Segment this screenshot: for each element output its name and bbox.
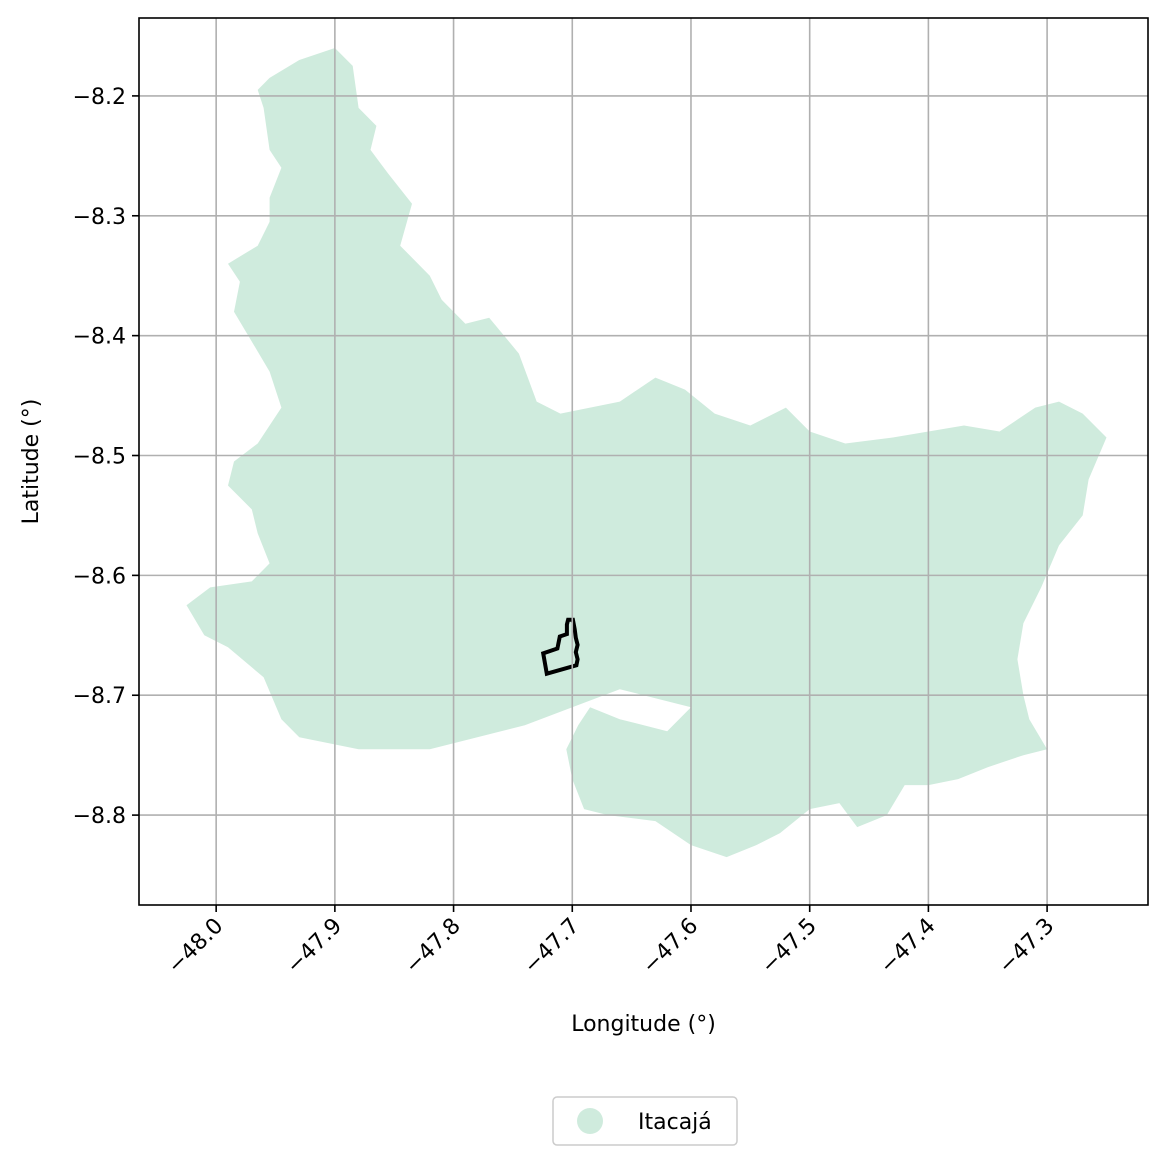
legend-marker: [577, 1108, 603, 1134]
y-axis-title: Latitude (°): [19, 399, 44, 525]
y-tick-label: −8.7: [73, 684, 126, 709]
y-tick-label: −8.6: [73, 564, 126, 589]
highlight-outline: [540, 617, 580, 677]
region-itacaja: [186, 48, 1107, 858]
x-axis-title: Longitude (°): [571, 1012, 716, 1037]
legend: Itacajá: [552, 1096, 738, 1146]
y-tick-label: −8.4: [73, 325, 126, 350]
grid-layer: [139, 18, 1148, 905]
legend-frame: [552, 1096, 738, 1146]
y-tick-label: −8.5: [73, 445, 126, 470]
y-tick-label: −8.2: [73, 85, 126, 110]
axes-frame: [138, 17, 1149, 906]
legend-label: Itacajá: [638, 1110, 712, 1135]
y-axis: −8.2 −8.3 −8.4 −8.5 −8.6 −8.7 −8.8: [73, 85, 139, 829]
y-tick-label: −8.8: [73, 804, 126, 829]
y-tick-label: −8.3: [73, 205, 126, 230]
